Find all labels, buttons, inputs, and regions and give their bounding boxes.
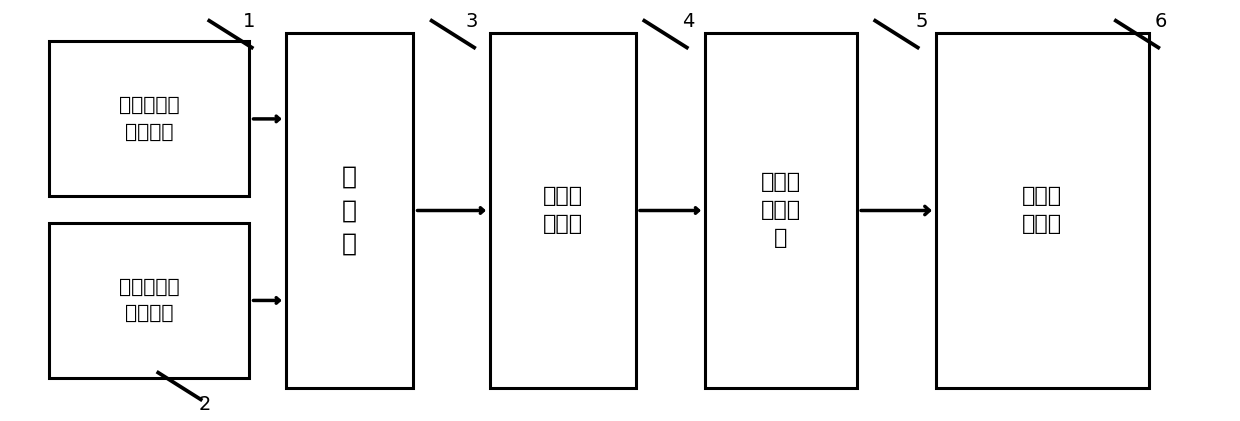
Text: 运算处
理电路: 运算处 理电路 [1022, 187, 1063, 234]
Bar [48, 41, 249, 196]
Text: 1: 1 [243, 12, 255, 31]
Text: 5: 5 [915, 12, 928, 31]
Text: 双移动
窗比较
组: 双移动 窗比较 组 [761, 173, 801, 248]
Text: 2: 2 [198, 395, 211, 414]
Text: 锯齿波
发生器: 锯齿波 发生器 [543, 187, 583, 234]
Text: 4: 4 [682, 12, 694, 31]
Text: 参考信号预
处理电路: 参考信号预 处理电路 [119, 96, 180, 141]
Bar [48, 223, 249, 378]
Text: 测量信号预
处理电路: 测量信号预 处理电路 [119, 277, 180, 323]
Bar [285, 33, 413, 388]
Text: 鉴
相
器: 鉴 相 器 [342, 165, 357, 256]
Bar [936, 33, 1148, 388]
Bar [706, 33, 857, 388]
Bar [490, 33, 636, 388]
Text: 6: 6 [1154, 12, 1167, 31]
Text: 3: 3 [465, 12, 477, 31]
